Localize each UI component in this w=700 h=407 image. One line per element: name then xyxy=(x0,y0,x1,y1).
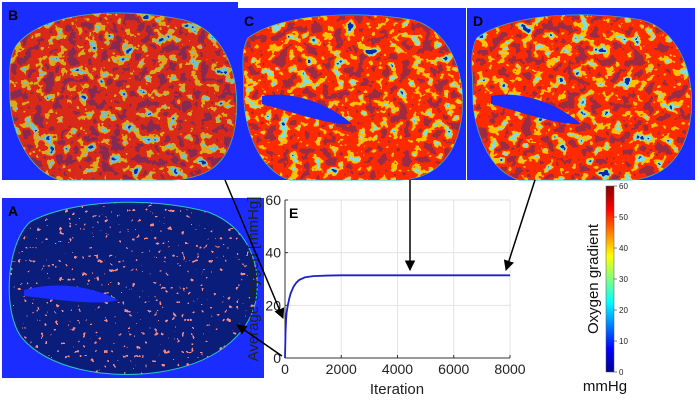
colorbar: 0 10 20 30 40 50 60 Oxygen gradient mmHg xyxy=(583,182,629,395)
colorbar-label: Oxygen gradient xyxy=(585,223,602,334)
arrow-to-a xyxy=(236,324,283,357)
panel-d-letter: D xyxy=(473,13,483,29)
colorbar-tick-label: 40 xyxy=(619,244,628,253)
panel-a-letter: A xyxy=(8,203,18,219)
panel-d: D xyxy=(467,8,695,181)
panel-c-letter: C xyxy=(244,13,254,29)
panel-c: C xyxy=(238,8,466,181)
y-tick-label: 0 xyxy=(273,350,281,366)
panel-b-heatmap xyxy=(9,12,237,180)
y-tick-label: 20 xyxy=(265,297,281,313)
colorbar-tick-label: 0 xyxy=(619,368,624,377)
panel-d-heatmap xyxy=(472,14,692,180)
x-tick-label: 8000 xyxy=(494,361,525,377)
colorbar-ticks: 0 10 20 30 40 50 60 xyxy=(614,182,628,377)
y-tick-label: 60 xyxy=(265,192,281,208)
x-tick-label: 4000 xyxy=(382,361,413,377)
arrow-from-d xyxy=(503,179,536,271)
panel-e-letter: E xyxy=(289,205,298,221)
arrow-from-b xyxy=(224,179,285,319)
colorbar-tick-label: 60 xyxy=(619,182,628,191)
panel-b: B xyxy=(2,2,238,181)
series-group xyxy=(284,274,510,359)
colorbar-tick-label: 10 xyxy=(619,337,628,346)
colorbar-tick-label: 20 xyxy=(619,306,628,315)
panel-c-vessel xyxy=(262,94,352,125)
x-ticks: 0 2000 4000 6000 8000 xyxy=(281,355,526,377)
panel-b-letter: B xyxy=(8,7,18,23)
arrows xyxy=(224,179,536,357)
colorbar-tick-label: 50 xyxy=(619,213,628,222)
colorbar-unit: mmHg xyxy=(583,378,627,395)
x-tick-label: 2000 xyxy=(326,361,357,377)
panel-c-heatmap xyxy=(243,14,463,180)
x-axis-label: Iteration xyxy=(370,381,424,398)
panel-a: A xyxy=(2,198,264,378)
panel-d-vessel xyxy=(491,94,581,125)
x-tick-label: 0 xyxy=(281,361,289,377)
colorbar-tick-label: 30 xyxy=(619,275,628,284)
panel-a-vessel xyxy=(24,285,118,303)
colorbar-gradient xyxy=(605,185,615,373)
series-line xyxy=(284,274,510,359)
y-tick-label: 40 xyxy=(265,245,281,261)
x-tick-label: 6000 xyxy=(438,361,469,377)
